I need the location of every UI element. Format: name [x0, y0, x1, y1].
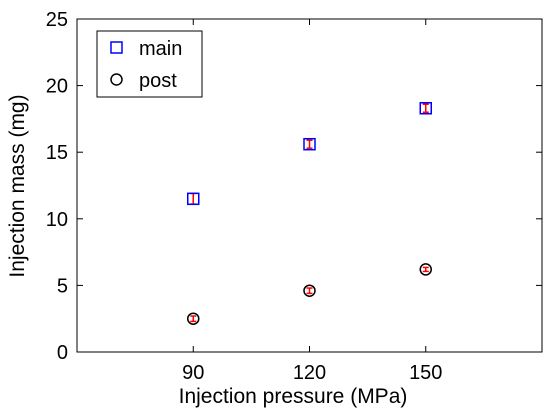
error-bar-main-150 [422, 103, 429, 113]
legend-label-post: post [139, 70, 177, 92]
x-tick-label-2: 150 [409, 362, 442, 384]
y-tick-label-5: 25 [46, 9, 68, 31]
point-main-150 [419, 101, 432, 115]
error-bar-post-120 [306, 287, 313, 295]
legend-marker-main [110, 41, 123, 54]
error-bar-post-90 [190, 315, 197, 323]
y-axis-ticks: 0 5 10 15 20 25 [46, 9, 542, 364]
y-tick-label-3: 15 [46, 142, 68, 164]
point-post-120 [303, 284, 316, 297]
y-tick-label-2: 10 [46, 209, 68, 231]
point-post-150 [419, 263, 432, 276]
x-tick-label-0: 90 [182, 362, 204, 384]
y-axis-label: Injection mass (mg) [6, 94, 29, 277]
error-bar-post-150 [422, 266, 429, 273]
point-post-90 [187, 312, 200, 325]
data-markers [187, 101, 432, 325]
point-main-120 [303, 137, 316, 151]
y-tick-label-4: 20 [46, 76, 68, 98]
legend-label-main: main [139, 38, 182, 60]
legend-marker-post [110, 73, 123, 86]
x-axis-ticks: 90 120 150 [182, 19, 442, 384]
error-bars [190, 103, 429, 323]
y-tick-label-1: 5 [57, 275, 68, 297]
x-tick-label-1: 120 [293, 362, 326, 384]
error-bar-main-90 [190, 192, 197, 205]
y-tick-label-0: 0 [57, 342, 68, 364]
point-main-90 [187, 192, 200, 206]
legend: main post [96, 30, 203, 98]
x-axis-label: Injection pressure (MPa) [179, 385, 408, 408]
plot-area-frame [76, 18, 543, 353]
error-bar-main-120 [306, 139, 313, 149]
